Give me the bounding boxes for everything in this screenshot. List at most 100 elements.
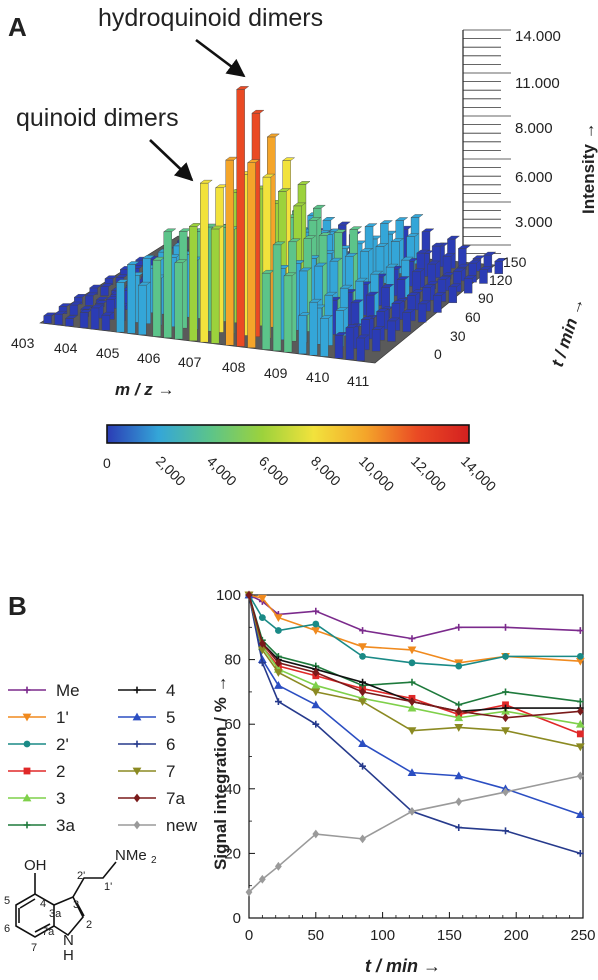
data-point-new bbox=[576, 771, 584, 781]
quinoid-arrow bbox=[149, 139, 194, 182]
x-tick-label-200: 200 bbox=[504, 927, 529, 944]
spectrum-bar-top bbox=[303, 235, 317, 239]
data-point-7 bbox=[454, 724, 464, 732]
spectrum-bar-top bbox=[400, 256, 415, 261]
atom-2: 2 bbox=[86, 919, 92, 931]
mz-axis-label: m / z → bbox=[115, 380, 175, 399]
spectrum-bar bbox=[163, 231, 173, 338]
data-point-3a bbox=[576, 698, 584, 705]
mz-tick-411: 411 bbox=[347, 373, 370, 389]
spectrum-bar-top bbox=[272, 241, 286, 246]
colorbar-tick-2000: 2,000 bbox=[153, 453, 189, 489]
panel-a-label: A bbox=[8, 12, 27, 42]
oh-label: OH bbox=[24, 857, 47, 874]
data-point-7a bbox=[258, 639, 266, 648]
hydroquinoid-arrow bbox=[195, 38, 246, 78]
legend-marker-7a bbox=[133, 793, 141, 803]
legend-marker-3 bbox=[22, 793, 32, 802]
data-point-2prime bbox=[274, 627, 282, 634]
data-point-1prime bbox=[273, 614, 283, 623]
spectrum-bar-top bbox=[199, 179, 213, 184]
spectrum-bar bbox=[479, 269, 488, 284]
intensity-tick-6000: 6.000 bbox=[515, 169, 553, 186]
line-chart-axes: 0 50 100 150 200 250 0 20 40 60 80 100 bbox=[216, 587, 596, 944]
spectrum-bar-top bbox=[277, 188, 291, 192]
spectrum-bar-top bbox=[174, 259, 188, 263]
legend-marker-2prime bbox=[23, 740, 31, 748]
spectrum-bar-top bbox=[324, 291, 338, 296]
data-point-7a bbox=[455, 706, 463, 716]
series-line-2prime bbox=[248, 594, 581, 667]
data-point-new bbox=[312, 829, 320, 839]
data-point-7a bbox=[408, 697, 416, 706]
spectrum-bar-top bbox=[457, 245, 471, 249]
spectrum-bar-top bbox=[80, 305, 94, 310]
data-point-Me bbox=[455, 623, 463, 631]
data-point-1prime bbox=[257, 594, 267, 603]
spectrum-bar-top bbox=[236, 86, 250, 90]
data-point-5 bbox=[273, 681, 283, 689]
atom-2prime: 2' bbox=[77, 870, 85, 882]
psilocin-structure bbox=[15, 861, 117, 938]
data-point-7 bbox=[501, 727, 510, 736]
spectrum-bar-top bbox=[282, 157, 296, 161]
spectrum-bar-top bbox=[406, 233, 420, 237]
data-point-7a bbox=[312, 668, 320, 677]
spectrum-bar-top bbox=[188, 223, 202, 227]
colorbar-tick-8000: 8,000 bbox=[308, 453, 344, 489]
spectrum-bar bbox=[371, 329, 381, 352]
data-point-new bbox=[455, 797, 463, 807]
spectrum-bar bbox=[127, 264, 136, 334]
data-point-6 bbox=[312, 720, 320, 728]
spectrum-bar bbox=[417, 303, 427, 323]
data-point-new bbox=[274, 861, 282, 871]
data-point-7a bbox=[274, 658, 282, 668]
legend-marker-2 bbox=[23, 767, 31, 775]
spectrum-bar-top bbox=[417, 300, 431, 305]
spectrum-bar bbox=[85, 295, 94, 306]
data-point-3 bbox=[575, 719, 585, 728]
pyrrole-ring bbox=[53, 895, 84, 937]
data-point-1prime bbox=[575, 657, 585, 666]
legend-marker-4 bbox=[133, 686, 141, 694]
spectrum-bar-top bbox=[421, 228, 435, 232]
spectrum-bar-top bbox=[58, 303, 72, 307]
intensity-tick-11000: 11.000 bbox=[515, 75, 560, 92]
indole-h-label: H bbox=[63, 947, 74, 964]
spectrum-bar-top bbox=[385, 263, 399, 268]
t-tick-60: 60 bbox=[465, 309, 481, 325]
data-point-6 bbox=[576, 850, 584, 857]
legend-label-7: 7 bbox=[166, 762, 175, 781]
data-point-4 bbox=[359, 678, 366, 686]
mz-tick-403: 403 bbox=[11, 335, 35, 351]
spectrum-bar-top bbox=[89, 284, 103, 289]
x-tick-label-100: 100 bbox=[370, 927, 395, 944]
spectrum-bar-top bbox=[386, 317, 401, 322]
spectrum-bar-top bbox=[104, 275, 118, 279]
spectrum-bar-top bbox=[375, 243, 389, 247]
data-point-3 bbox=[311, 681, 321, 689]
t-tick-150: 150 bbox=[503, 254, 527, 270]
data-point-Me bbox=[576, 627, 584, 634]
spectrum-bar-top bbox=[335, 307, 349, 311]
spectrum-bar-top bbox=[298, 267, 312, 272]
y-axis-label: Signal integration / % → bbox=[211, 675, 230, 870]
spectrum-bar bbox=[100, 286, 109, 296]
spectrum-bar-top bbox=[90, 304, 104, 309]
spectrum-bar-top bbox=[319, 315, 333, 319]
spectrum-bar-top bbox=[99, 283, 114, 287]
data-point-Me bbox=[359, 627, 366, 634]
legend: Me 1' 2' 2 3 3a 4 5 6 7 7a new bbox=[8, 681, 198, 835]
data-point-6 bbox=[455, 824, 463, 831]
spectrum-bar bbox=[43, 315, 52, 324]
data-point-2prime bbox=[359, 652, 366, 660]
spectrum-bar-top bbox=[370, 270, 384, 275]
spectrum-bar-top bbox=[308, 217, 322, 221]
spectrum-bar-top bbox=[375, 308, 390, 312]
spectrum-bar-top bbox=[339, 284, 353, 289]
spectrum-bar bbox=[236, 89, 245, 347]
y-tick-label-80: 80 bbox=[224, 652, 241, 669]
benzene-inner-bond-2 bbox=[34, 923, 51, 933]
spectrum-bar-top bbox=[43, 312, 57, 317]
spectrum-bar-top bbox=[371, 326, 385, 330]
